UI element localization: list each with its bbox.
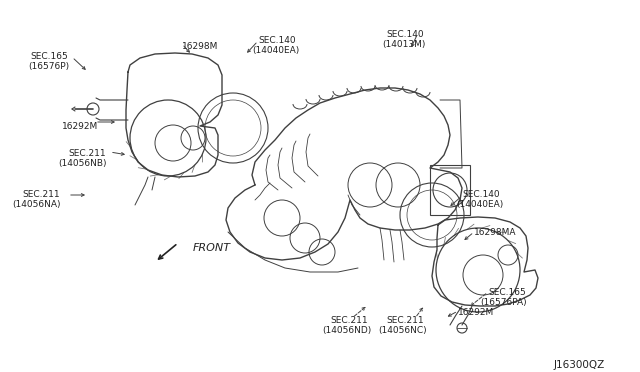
Text: (14056NA): (14056NA) [12,200,61,209]
Text: (14056NB): (14056NB) [58,159,106,168]
Text: (16576P): (16576P) [28,62,69,71]
Text: (14056ND): (14056ND) [322,326,371,335]
Text: (14040EA): (14040EA) [252,46,300,55]
Text: SEC.165: SEC.165 [488,288,525,297]
Text: FRONT: FRONT [193,243,231,253]
Text: 16292M: 16292M [62,122,99,131]
Text: SEC.140: SEC.140 [386,30,424,39]
Text: 16298MA: 16298MA [474,228,516,237]
Text: SEC.211: SEC.211 [330,316,367,325]
Text: (16576PA): (16576PA) [480,298,527,307]
Text: (14056NC): (14056NC) [378,326,427,335]
Text: 16298M: 16298M [182,42,218,51]
Text: SEC.165: SEC.165 [30,52,68,61]
Text: SEC.140: SEC.140 [462,190,500,199]
Bar [430,165,470,215]
Text: (14040EA): (14040EA) [456,200,503,209]
Text: J16300QZ: J16300QZ [554,360,605,370]
Text: (14013M): (14013M) [382,40,426,49]
Text: SEC.140: SEC.140 [258,36,296,45]
Text: 16292M: 16292M [458,308,494,317]
Text: SEC.211: SEC.211 [386,316,424,325]
Text: SEC.211: SEC.211 [68,149,106,158]
Text: SEC.211: SEC.211 [22,190,60,199]
